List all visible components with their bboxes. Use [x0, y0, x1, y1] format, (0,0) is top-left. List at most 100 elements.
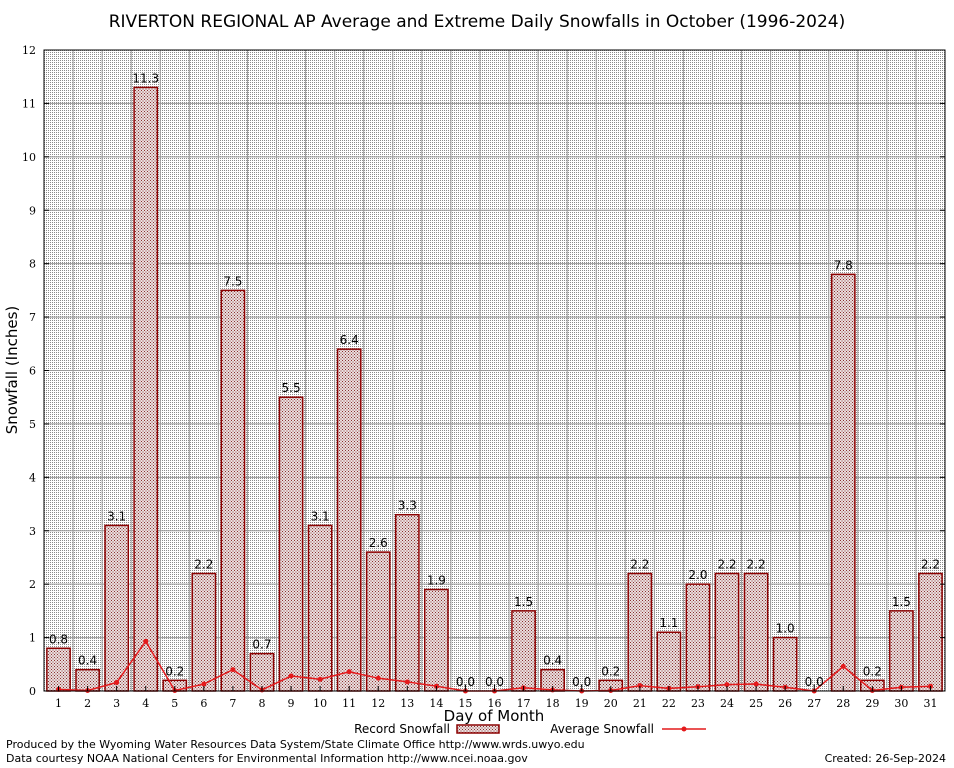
y-tick-label: 1	[29, 632, 36, 645]
x-tick-label: 30	[894, 697, 908, 710]
record-bar	[714, 572, 740, 692]
x-tick-label: 10	[313, 697, 327, 710]
average-point	[753, 681, 759, 687]
y-tick-label: 2	[29, 578, 36, 591]
grid-lines	[44, 50, 945, 691]
legend-average-label: Average Snowfall	[550, 722, 654, 736]
bar-value-label: 2.2	[630, 557, 649, 571]
record-bar	[511, 610, 536, 692]
y-tick-label: 0	[29, 685, 36, 698]
x-tick-label: 25	[749, 697, 763, 710]
y-axis-label: Snowfall (Inches)	[3, 306, 21, 434]
bar-value-label: 6.4	[340, 333, 359, 347]
y-tick-label: 5	[29, 418, 36, 431]
average-point	[317, 676, 323, 682]
record-bar	[336, 348, 362, 692]
bar-value-label: 1.9	[427, 574, 446, 588]
bar-value-label: 2.2	[921, 557, 940, 571]
record-bar	[656, 631, 682, 692]
bar-value-label: 1.0	[776, 622, 795, 636]
x-tick-label: 2	[84, 697, 91, 710]
x-tick-label: 20	[604, 697, 618, 710]
bar-value-label: 0.2	[601, 664, 620, 678]
x-tick-label: 12	[371, 697, 385, 710]
x-tick-label: 11	[342, 697, 356, 710]
x-tick-label: 28	[836, 697, 850, 710]
x-tick-label: 17	[517, 697, 531, 710]
legend-record-swatch	[456, 724, 500, 734]
y-tick-label: 6	[29, 365, 36, 378]
bar-value-label: 0.4	[543, 654, 562, 668]
bar-value-label: 2.2	[717, 557, 736, 571]
average-point	[840, 663, 846, 669]
bar-value-label: 1.1	[659, 616, 678, 630]
record-bar	[394, 513, 420, 692]
average-point	[114, 679, 120, 685]
average-point	[230, 667, 236, 673]
record-bar	[685, 583, 711, 692]
record-bar	[307, 524, 333, 692]
x-tick-label: 15	[458, 697, 472, 710]
bar-value-label: 5.5	[282, 381, 301, 395]
bar-value-label: 3.1	[311, 509, 330, 523]
bar-value-label: 11.3	[132, 71, 159, 85]
bar-value-label: 0.0	[485, 675, 504, 689]
average-point	[143, 638, 149, 644]
x-tick-label: 24	[720, 697, 734, 710]
bar-value-label: 7.8	[834, 258, 853, 272]
record-bar	[772, 636, 798, 692]
x-tick-label: 7	[229, 697, 236, 710]
average-point	[404, 679, 410, 685]
y-tick-label: 7	[29, 311, 36, 324]
y-tick-label: 9	[29, 204, 36, 217]
bar-value-label: 2.0	[688, 568, 707, 582]
bar-value-label: 1.5	[892, 595, 911, 609]
x-tick-label: 31	[923, 697, 937, 710]
record-bar	[104, 524, 130, 692]
record-bar	[830, 273, 856, 692]
bar-value-label: 0.0	[456, 675, 475, 689]
y-tick-label: 12	[22, 44, 36, 57]
bar-value-label: 0.7	[252, 638, 271, 652]
bar-value-label: 0.0	[572, 675, 591, 689]
x-tick-label: 26	[778, 697, 792, 710]
x-axis-label: Day of Month	[444, 707, 545, 725]
bar-value-labels: 0.8 0.4 3.1 11.3 0.2 2.2 7.5 0.7 5.5 3.1 6.4 2.6 3.3…	[49, 71, 940, 689]
legend-average-marker	[681, 726, 687, 732]
average-point	[375, 675, 381, 681]
bar-value-label: 0.0	[805, 675, 824, 689]
x-tick-label: 9	[288, 697, 295, 710]
average-point	[201, 681, 207, 687]
x-tick-label: 21	[633, 697, 647, 710]
average-point	[346, 669, 352, 675]
record-bars	[46, 86, 943, 692]
average-point	[288, 673, 294, 679]
y-tick-label: 11	[22, 97, 36, 110]
bar-value-label: 2.2	[194, 557, 213, 571]
record-bar	[918, 572, 943, 692]
chart-title: RIVERTON REGIONAL AP Average and Extreme…	[109, 12, 846, 32]
x-tick-label: 16	[488, 697, 502, 710]
record-bar	[220, 289, 246, 692]
x-tick-label: 23	[691, 697, 705, 710]
y-tick-label: 4	[29, 471, 36, 484]
record-bar	[743, 572, 769, 692]
y-tick-label: 3	[29, 525, 36, 538]
bar-value-label: 0.4	[78, 654, 97, 668]
x-tick-label: 18	[546, 697, 560, 710]
legend: Record Snowfall Average Snowfall	[354, 722, 706, 736]
record-bar	[627, 572, 653, 692]
x-axis: 1 2 3 4 5 6 7 8 9 10 11 12 13 14 15 16 17 18 19 20 21 22 23 24 2…	[55, 686, 937, 710]
x-tick-label: 8	[258, 697, 265, 710]
record-bar	[365, 551, 391, 692]
bar-value-label: 3.1	[107, 509, 126, 523]
x-tick-label: 19	[575, 697, 589, 710]
bar-value-label: 7.5	[223, 274, 242, 288]
footer-created: Created: 26-Sep-2024	[824, 752, 946, 765]
bar-value-label: 0.8	[49, 632, 68, 646]
x-tick-label: 22	[662, 697, 676, 710]
record-bar	[278, 396, 304, 692]
x-tick-label: 3	[113, 697, 120, 710]
x-tick-label: 14	[429, 697, 443, 710]
